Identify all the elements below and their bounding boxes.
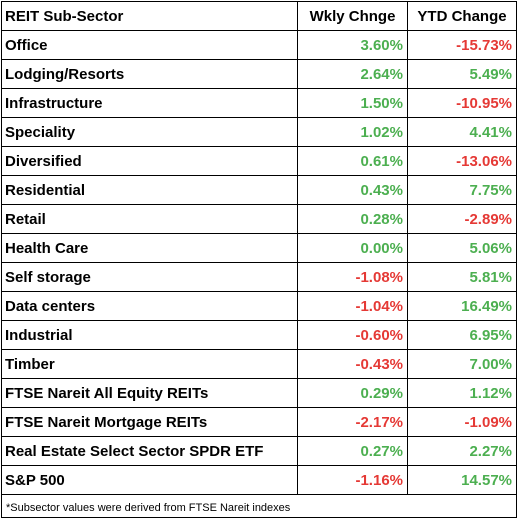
row-sector-name: Retail	[1, 204, 298, 234]
table-row: Lodging/Resorts 2.64% 5.49%	[1, 59, 517, 89]
row-ytd-change: -15.73%	[407, 30, 517, 60]
table-row: Timber -0.43% 7.00%	[1, 349, 517, 379]
row-ytd-change: 14.57%	[407, 465, 517, 495]
table-header-row: REIT Sub-Sector Wkly Chnge YTD Change	[1, 1, 517, 31]
table-row: Diversified 0.61% -13.06%	[1, 146, 517, 176]
table-row: Data centers -1.04% 16.49%	[1, 291, 517, 321]
row-ytd-change: 7.00%	[407, 349, 517, 379]
row-sector-name: Timber	[1, 349, 298, 379]
row-weekly-change: 2.64%	[297, 59, 408, 89]
header-weekly-change: Wkly Chnge	[297, 1, 408, 31]
table-row: Self storage -1.08% 5.81%	[1, 262, 517, 292]
table-row: Health Care 0.00% 5.06%	[1, 233, 517, 263]
table-row: Real Estate Select Sector SPDR ETF 0.27% 2…	[1, 436, 517, 466]
row-weekly-change: 0.29%	[297, 378, 408, 408]
table-row: Office 3.60% -15.73%	[1, 30, 517, 60]
row-weekly-change: -0.43%	[297, 349, 408, 379]
row-weekly-change: -2.17%	[297, 407, 408, 437]
row-weekly-change: 0.00%	[297, 233, 408, 263]
row-ytd-change: 5.06%	[407, 233, 517, 263]
row-weekly-change: 1.50%	[297, 88, 408, 118]
table-row: Infrastructure 1.50% -10.95%	[1, 88, 517, 118]
row-sector-name: Health Care	[1, 233, 298, 263]
row-ytd-change: 7.75%	[407, 175, 517, 205]
table-row: Industrial -0.60% 6.95%	[1, 320, 517, 350]
row-sector-name: S&P 500	[1, 465, 298, 495]
row-weekly-change: -1.16%	[297, 465, 408, 495]
row-ytd-change: 5.49%	[407, 59, 517, 89]
row-weekly-change: 0.28%	[297, 204, 408, 234]
footnote: *Subsector values were derived from FTSE…	[1, 494, 517, 518]
row-sector-name: Lodging/Resorts	[1, 59, 298, 89]
table-row: S&P 500 -1.16% 14.57%	[1, 465, 517, 495]
row-weekly-change: -1.04%	[297, 291, 408, 321]
row-weekly-change: 0.27%	[297, 436, 408, 466]
row-weekly-change: 3.60%	[297, 30, 408, 60]
footnote-row: *Subsector values were derived from FTSE…	[1, 494, 517, 518]
row-sector-name: Office	[1, 30, 298, 60]
row-sector-name: Industrial	[1, 320, 298, 350]
table-row: FTSE Nareit Mortgage REITs -2.17% -1.09%	[1, 407, 517, 437]
header-ytd-change: YTD Change	[407, 1, 517, 31]
row-ytd-change: -13.06%	[407, 146, 517, 176]
row-weekly-change: 0.43%	[297, 175, 408, 205]
row-weekly-change: 0.61%	[297, 146, 408, 176]
row-ytd-change: 5.81%	[407, 262, 517, 292]
row-weekly-change: -0.60%	[297, 320, 408, 350]
row-ytd-change: 4.41%	[407, 117, 517, 147]
table-row: Retail 0.28% -2.89%	[1, 204, 517, 234]
row-weekly-change: 1.02%	[297, 117, 408, 147]
row-sector-name: Diversified	[1, 146, 298, 176]
table-row: Speciality 1.02% 4.41%	[1, 117, 517, 147]
row-ytd-change: 2.27%	[407, 436, 517, 466]
row-ytd-change: -10.95%	[407, 88, 517, 118]
header-sector: REIT Sub-Sector	[1, 1, 298, 31]
row-ytd-change: -1.09%	[407, 407, 517, 437]
row-sector-name: Self storage	[1, 262, 298, 292]
table-row: FTSE Nareit All Equity REITs 0.29% 1.12%	[1, 378, 517, 408]
row-sector-name: Real Estate Select Sector SPDR ETF	[1, 436, 298, 466]
row-sector-name: Infrastructure	[1, 88, 298, 118]
row-sector-name: Residential	[1, 175, 298, 205]
row-ytd-change: 16.49%	[407, 291, 517, 321]
row-sector-name: FTSE Nareit Mortgage REITs	[1, 407, 298, 437]
row-sector-name: FTSE Nareit All Equity REITs	[1, 378, 298, 408]
row-weekly-change: -1.08%	[297, 262, 408, 292]
row-ytd-change: -2.89%	[407, 204, 517, 234]
row-ytd-change: 1.12%	[407, 378, 517, 408]
row-ytd-change: 6.95%	[407, 320, 517, 350]
table-row: Residential 0.43% 7.75%	[1, 175, 517, 205]
row-sector-name: Speciality	[1, 117, 298, 147]
row-sector-name: Data centers	[1, 291, 298, 321]
